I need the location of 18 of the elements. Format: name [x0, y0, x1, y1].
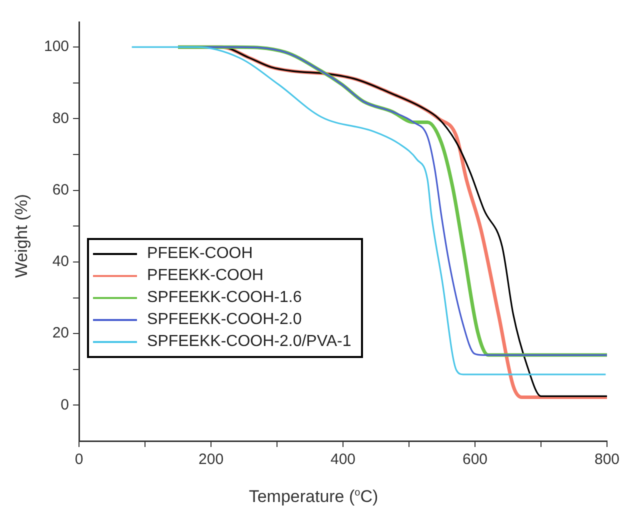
y-tick-label: 0: [60, 396, 70, 414]
x-tick-label: 600: [462, 451, 488, 468]
x-tick-label: 0: [74, 451, 84, 468]
x-tick-label: 800: [594, 451, 620, 468]
y-axis-title: Weight (%): [12, 194, 32, 278]
x-tick-label: 200: [198, 451, 224, 468]
y-tick-label: 20: [52, 324, 70, 342]
y-tick-label: 60: [52, 181, 70, 198]
x-axis-title: Temperature ($^{o}$C): [248, 487, 380, 507]
y-tick-label: 40: [52, 253, 70, 270]
y-tick-label: 100: [44, 38, 70, 56]
legend-label: PFEEK-COOH: [147, 244, 253, 263]
legend-label: PFEEKK-COOH: [147, 266, 264, 285]
legend-label: SPFEEKK-COOH-2.0: [147, 310, 302, 329]
legend-label: SPFEEKK-COOH-2.0/PVA-1: [147, 332, 352, 351]
y-tick-label: 80: [52, 110, 70, 127]
legend-label: SPFEEKK-COOH-1.6: [147, 288, 302, 307]
x-tick-label: 400: [330, 451, 356, 468]
